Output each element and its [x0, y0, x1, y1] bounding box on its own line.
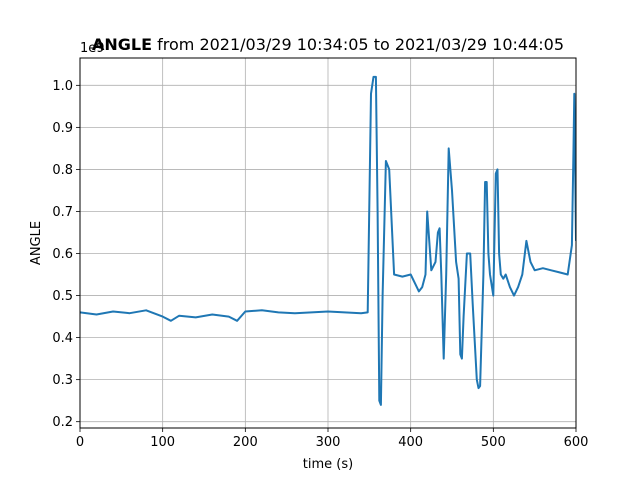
- chart-title-bold: ANGLE: [92, 35, 152, 54]
- x-tick-label: 400: [398, 435, 423, 450]
- y-tick-label: 0.3: [52, 373, 73, 388]
- y-tick-label: 0.6: [52, 247, 73, 262]
- x-tick-label: 0: [76, 435, 84, 450]
- grid: [79, 58, 577, 428]
- y-offset-label: 1e9: [80, 41, 105, 56]
- series-line: [80, 75, 576, 406]
- x-tick-label: 600: [564, 435, 589, 450]
- x-axis: 0 100 200 300 400 500 600: [76, 428, 589, 450]
- y-tick-label: 1.0: [52, 79, 73, 94]
- y-axis: 0.2 0.3 0.4 0.5 0.6 0.7 0.8 0.9 1.0: [52, 79, 80, 430]
- y-tick-label: 0.4: [52, 331, 73, 346]
- x-tick-label: 300: [316, 435, 341, 450]
- x-axis-label: time (s): [303, 457, 353, 472]
- y-tick-label: 0.9: [52, 121, 73, 136]
- x-tick-label: 500: [481, 435, 506, 450]
- y-tick-label: 0.8: [52, 163, 73, 178]
- y-tick-label: 0.5: [52, 289, 73, 304]
- x-tick-label: 100: [150, 435, 175, 450]
- plot-area: [80, 75, 576, 406]
- y-tick-label: 0.2: [52, 415, 73, 430]
- y-axis-label: ANGLE: [29, 221, 44, 265]
- y-tick-label: 0.7: [52, 205, 73, 220]
- chart-title-rest: from 2021/03/29 10:34:05 to 2021/03/29 1…: [152, 35, 564, 54]
- x-tick-label: 200: [233, 435, 258, 450]
- chart-title: ANGLE from 2021/03/29 10:34:05 to 2021/0…: [92, 35, 564, 54]
